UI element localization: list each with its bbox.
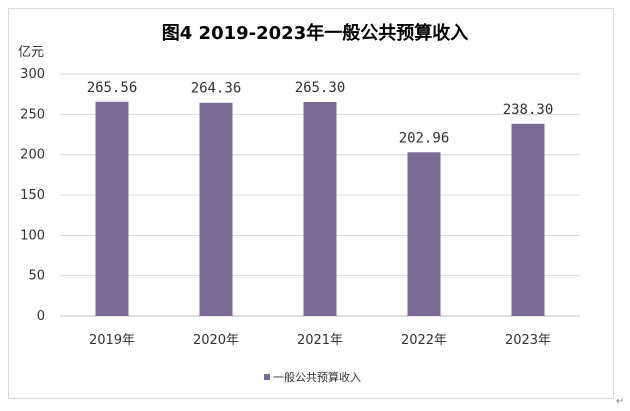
data-label: 265.30 <box>295 80 346 96</box>
data-label: 264.36 <box>191 81 242 97</box>
chart-title: 图4 2019-2023年一般公共预算收入 <box>162 22 468 44</box>
y-tick-label: 100 <box>20 228 45 243</box>
y-tick-label: 0 <box>37 309 45 324</box>
bar <box>303 101 337 316</box>
x-tick-label: 2022年 <box>401 333 447 348</box>
y-tick-label: 250 <box>20 107 45 122</box>
data-label: 238.30 <box>503 102 554 118</box>
x-tick-label: 2019年 <box>89 333 135 348</box>
y-tick-label: 200 <box>20 148 45 163</box>
data-label: 265.56 <box>87 80 138 96</box>
x-tick-label: 2023年 <box>505 333 551 348</box>
bar <box>407 152 441 316</box>
y-tick-label: 300 <box>20 67 45 82</box>
x-tick-label: 2020年 <box>193 333 239 348</box>
legend-label: 一般公共预算收入 <box>273 370 361 384</box>
y-tick-label: 150 <box>20 188 45 203</box>
x-tick-label: 2021年 <box>297 333 343 348</box>
y-tick-label: 50 <box>28 269 45 284</box>
data-label: 202.96 <box>399 130 450 146</box>
bar <box>199 102 233 316</box>
bar <box>95 101 129 316</box>
y-axis-unit-label: 亿元 <box>18 45 44 60</box>
legend-swatch <box>264 374 270 380</box>
bar <box>511 123 545 316</box>
paragraph-mark: ↵ <box>616 396 625 407</box>
